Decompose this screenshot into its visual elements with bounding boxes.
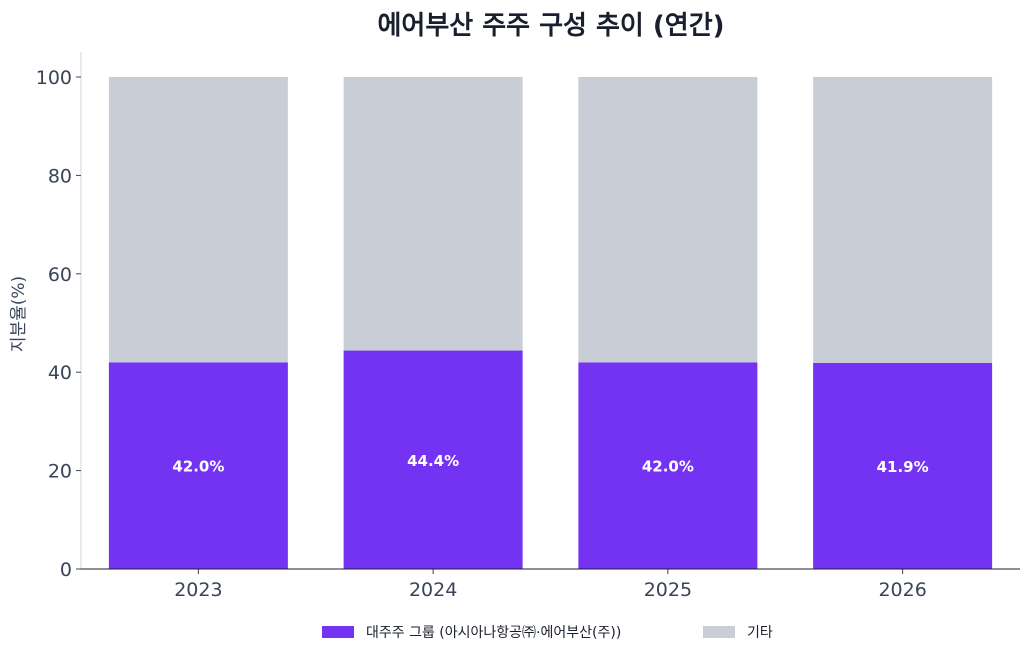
bar-major-shareholder [343,350,523,569]
bar-major-shareholder [578,362,758,569]
y-tick-label: 80 [48,165,72,187]
y-axis-label: 지분율(%) [9,276,29,352]
x-tick-label: 2023 [174,579,222,601]
data-label: 44.4% [407,452,459,470]
data-label: 41.9% [877,458,929,476]
y-tick-label: 0 [60,559,72,581]
x-tick-label: 2026 [878,579,926,601]
y-tick-label: 60 [48,264,72,286]
bar-other [813,77,993,363]
bar-other [578,77,758,363]
x-tick-label: 2024 [409,579,457,601]
legend-swatch [322,626,354,638]
legend-label: 기타 [747,625,773,641]
bar-major-shareholder [108,362,288,569]
bar-other [343,77,523,351]
bar-other [108,77,288,363]
legend: 대주주 그룹 (아시아나항공㈜·에어부산(주)) 기타 [322,625,773,641]
y-tick-label: 40 [48,362,72,384]
data-label: 42.0% [642,458,694,476]
legend-label: 대주주 그룹 (아시아나항공㈜·에어부산(주)) [366,625,621,641]
chart-title: 에어부산 주주 구성 추이 (연간) [377,11,724,41]
x-tick-label: 2025 [644,579,692,601]
data-label: 42.0% [172,458,224,476]
y-tick-label: 100 [36,67,72,89]
legend-swatch [703,626,735,638]
plot-area: 0 20 40 60 80 100 42.0% 2023 44.4% 2024 42.0% 2025 4… [36,52,1020,601]
y-tick-label: 20 [48,461,72,483]
bar-major-shareholder [813,362,993,569]
